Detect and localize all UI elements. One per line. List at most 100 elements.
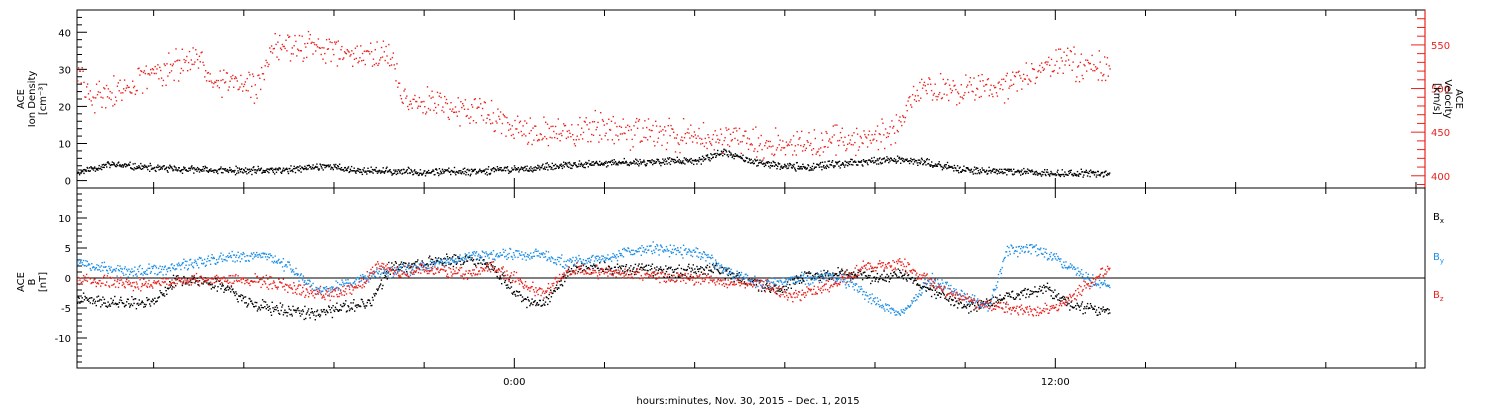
- density-point: [928, 158, 930, 161]
- field-point-by: [472, 253, 475, 255]
- field-point-by: [483, 260, 485, 262]
- density-point: [1042, 173, 1044, 176]
- density-point: [558, 167, 560, 169]
- field-point-by: [463, 260, 465, 262]
- density-point: [171, 166, 173, 168]
- density-point: [480, 170, 482, 172]
- density-point: [448, 167, 450, 169]
- field-point-by: [423, 266, 425, 268]
- field-point-bx: [299, 315, 302, 317]
- velocity-point: [825, 131, 827, 133]
- field-point-bx: [341, 305, 343, 308]
- density-point: [812, 162, 815, 165]
- field-point-bx: [679, 276, 681, 278]
- velocity-point: [345, 53, 348, 55]
- field-point-by: [368, 281, 370, 283]
- field-point-bx: [504, 281, 506, 284]
- density-point: [359, 169, 362, 171]
- field-point-bx: [583, 269, 585, 271]
- field-point-bx: [636, 268, 638, 270]
- velocity-point: [327, 48, 330, 50]
- field-point-bx: [264, 306, 266, 308]
- field-point-by: [459, 254, 461, 256]
- field-point-by: [163, 266, 166, 268]
- velocity-point: [343, 57, 345, 59]
- velocity-point: [77, 80, 79, 82]
- field-point-bx: [431, 258, 434, 261]
- velocity-point: [697, 135, 699, 137]
- velocity-point: [284, 47, 286, 50]
- velocity-point: [1006, 72, 1008, 75]
- density-point: [169, 165, 172, 168]
- velocity-point: [344, 52, 347, 54]
- velocity-point: [220, 79, 222, 82]
- field-point-by: [441, 261, 443, 263]
- velocity-point: [656, 141, 659, 143]
- velocity-point: [701, 142, 704, 145]
- field-point-bx: [131, 304, 134, 307]
- velocity-point: [432, 96, 434, 98]
- velocity-point: [158, 78, 160, 80]
- field-point-bx: [227, 289, 230, 291]
- field-point-bx: [697, 268, 699, 270]
- velocity-point: [434, 102, 436, 105]
- velocity-point: [1085, 59, 1087, 61]
- velocity-point: [691, 141, 694, 143]
- field-point-bx: [645, 264, 648, 266]
- field-point-by: [394, 267, 396, 269]
- velocity-point: [172, 63, 174, 65]
- field-point-bx: [713, 266, 715, 268]
- density-point: [531, 167, 533, 170]
- field-point-by: [224, 258, 226, 261]
- field-point-bx: [667, 268, 669, 270]
- field-point-bx: [446, 256, 449, 258]
- field-point-bx: [577, 270, 579, 273]
- field-point-by: [374, 275, 376, 277]
- velocity-point: [452, 108, 454, 110]
- field-point-by: [390, 266, 392, 269]
- density-point: [637, 160, 639, 163]
- density-point: [701, 158, 703, 160]
- density-point: [595, 161, 597, 164]
- velocity-point: [254, 84, 256, 86]
- density-point: [878, 158, 880, 160]
- field-point-bx: [91, 297, 93, 299]
- field-point-bx: [980, 300, 983, 302]
- velocity-point: [877, 148, 880, 151]
- density-point: [350, 165, 353, 168]
- velocity-point: [174, 60, 176, 63]
- density-point: [1098, 174, 1101, 176]
- velocity-point: [191, 63, 193, 66]
- field-point-bx: [711, 264, 714, 266]
- velocity-point: [311, 41, 313, 43]
- velocity-point: [233, 77, 236, 80]
- field-point-bx: [837, 267, 839, 269]
- field-point-bx: [620, 268, 622, 270]
- field-point-by: [424, 264, 426, 267]
- velocity-point: [531, 143, 533, 146]
- velocity-point: [671, 128, 673, 130]
- density-point: [202, 168, 204, 171]
- field-point-bx: [1069, 305, 1072, 307]
- velocity-point: [379, 59, 381, 61]
- velocity-point: [579, 116, 581, 119]
- field-point-bx: [1027, 288, 1029, 290]
- velocity-point: [265, 59, 267, 62]
- field-point-bx: [906, 280, 908, 282]
- density-point: [618, 160, 620, 163]
- density-point: [121, 164, 124, 166]
- field-point-by: [492, 250, 495, 252]
- density-point: [623, 157, 625, 160]
- velocity-point: [537, 138, 540, 141]
- density-point: [506, 167, 508, 169]
- velocity-point: [260, 66, 263, 69]
- density-point: [1079, 173, 1082, 175]
- field-point-by: [296, 273, 298, 275]
- field-point-bx: [633, 266, 635, 269]
- density-point: [584, 166, 586, 169]
- field-point-by: [299, 276, 301, 279]
- field-point-by: [408, 268, 410, 270]
- velocity-point: [930, 83, 932, 85]
- density-point: [467, 173, 470, 176]
- density-point: [573, 163, 576, 165]
